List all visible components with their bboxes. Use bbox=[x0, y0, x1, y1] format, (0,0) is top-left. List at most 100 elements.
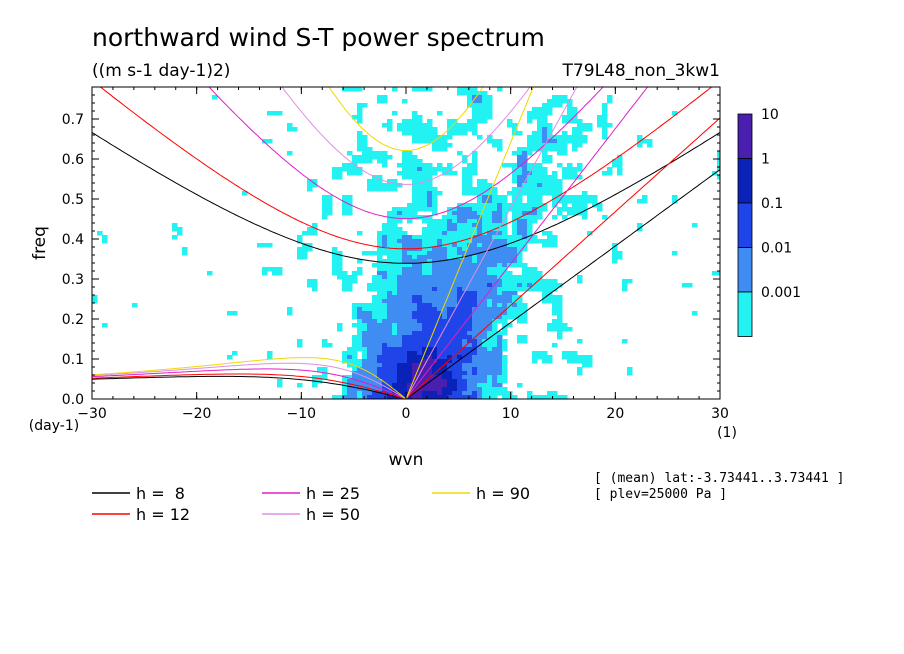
heatmap-cell bbox=[512, 167, 518, 172]
heatmap-cell bbox=[512, 171, 518, 176]
heatmap-cell bbox=[567, 107, 573, 112]
heatmap-cell bbox=[392, 355, 398, 360]
heatmap-cell bbox=[442, 307, 448, 312]
heatmap-cell bbox=[392, 243, 398, 248]
heatmap-cell bbox=[557, 311, 563, 316]
heatmap-cell bbox=[427, 283, 433, 288]
heatmap-cell bbox=[517, 227, 523, 232]
heatmap-cell bbox=[417, 339, 423, 344]
heatmap-cell bbox=[487, 139, 493, 144]
heatmap-cell bbox=[487, 235, 493, 240]
heatmap-cell bbox=[367, 355, 373, 360]
heatmap-cell bbox=[342, 287, 348, 292]
heatmap-cell bbox=[437, 167, 443, 172]
heatmap-cell bbox=[392, 295, 398, 300]
heatmap-cell bbox=[477, 99, 483, 104]
heatmap-cell bbox=[537, 271, 543, 276]
heatmap-cell bbox=[502, 247, 508, 252]
heatmap-cell bbox=[717, 175, 720, 180]
heatmap-cell bbox=[392, 183, 398, 188]
heatmap-cell bbox=[432, 283, 438, 288]
heatmap-cell bbox=[602, 115, 608, 120]
heatmap-cell bbox=[382, 339, 388, 344]
heatmap-cell bbox=[482, 311, 488, 316]
heatmap-cell bbox=[397, 339, 403, 344]
heatmap-cell bbox=[387, 395, 393, 399]
heatmap-cell bbox=[487, 331, 493, 336]
heatmap-cell bbox=[537, 171, 543, 176]
heatmap-cell bbox=[622, 279, 628, 284]
heatmap-cell bbox=[477, 379, 483, 384]
heatmap-cell bbox=[412, 87, 418, 92]
heatmap-cell bbox=[522, 283, 528, 288]
heatmap-cell bbox=[547, 175, 553, 180]
heatmap-cell bbox=[447, 143, 453, 148]
heatmap-cell bbox=[557, 335, 563, 340]
heatmap-cell bbox=[637, 199, 643, 204]
heatmap-cell bbox=[572, 115, 578, 120]
colorbar-swatch bbox=[737, 291, 753, 337]
heatmap-cell bbox=[617, 255, 623, 260]
heatmap-cell bbox=[447, 171, 453, 176]
heatmap-cell bbox=[467, 355, 473, 360]
heatmap-cell bbox=[482, 211, 488, 216]
heatmap-cell bbox=[432, 295, 438, 300]
heatmap-cell bbox=[542, 107, 548, 112]
heatmap-cell bbox=[407, 207, 413, 212]
heatmap-cell bbox=[457, 259, 463, 264]
heatmap-cell bbox=[422, 271, 428, 276]
legend-label: h = 8 bbox=[136, 484, 185, 503]
heatmap-cell bbox=[472, 267, 478, 272]
heatmap-cell bbox=[432, 311, 438, 316]
y-axis-label: freq bbox=[30, 226, 50, 260]
heatmap-cell bbox=[447, 271, 453, 276]
heatmap-cell bbox=[552, 183, 558, 188]
heatmap-cell bbox=[362, 347, 368, 352]
heatmap-cell bbox=[642, 199, 648, 204]
heatmap-cell bbox=[387, 271, 393, 276]
heatmap-cell bbox=[517, 231, 523, 236]
heatmap-cell bbox=[382, 239, 388, 244]
heatmap-cell bbox=[422, 279, 428, 284]
heatmap-cell bbox=[492, 263, 498, 268]
heatmap-cell bbox=[462, 351, 468, 356]
heatmap-cell bbox=[522, 211, 528, 216]
heatmap-cell bbox=[392, 283, 398, 288]
heatmap-cell bbox=[422, 175, 428, 180]
heatmap-cell bbox=[517, 315, 523, 320]
heatmap-cell bbox=[417, 251, 423, 256]
heatmap-cell bbox=[362, 391, 368, 396]
heatmap-cell bbox=[522, 227, 528, 232]
heatmap-cell bbox=[342, 195, 348, 200]
heatmap-cell bbox=[487, 339, 493, 344]
heatmap-cell bbox=[487, 251, 493, 256]
heatmap-cell bbox=[397, 215, 403, 220]
heatmap-cell bbox=[492, 207, 498, 212]
heatmap-cell bbox=[387, 311, 393, 316]
heatmap-cell bbox=[507, 163, 513, 168]
heatmap-cell bbox=[372, 315, 378, 320]
heatmap-cell bbox=[467, 255, 473, 260]
heatmap-cell bbox=[437, 163, 443, 168]
heatmap-cell bbox=[467, 347, 473, 352]
heatmap-cell bbox=[557, 211, 563, 216]
heatmap-cell bbox=[397, 207, 403, 212]
heatmap-cell bbox=[497, 291, 503, 296]
heatmap-cell bbox=[422, 323, 428, 328]
heatmap-cell bbox=[527, 211, 533, 216]
heatmap-cell bbox=[267, 267, 273, 272]
heatmap-cell bbox=[502, 355, 508, 360]
heatmap-cell bbox=[637, 223, 643, 228]
heatmap-cell bbox=[462, 235, 468, 240]
heatmap-cell bbox=[377, 315, 383, 320]
heatmap-cell bbox=[572, 211, 578, 216]
heatmap-cell bbox=[532, 131, 538, 136]
heatmap-cell bbox=[357, 135, 363, 140]
heatmap-cell bbox=[377, 335, 383, 340]
rossby-curve-h12 bbox=[92, 373, 407, 399]
heatmap-cell bbox=[437, 283, 443, 288]
kelvin-curve-h12 bbox=[405, 117, 720, 399]
heatmap-cell bbox=[437, 327, 443, 332]
heatmap-cell bbox=[377, 179, 383, 184]
heatmap-cell bbox=[342, 271, 348, 276]
